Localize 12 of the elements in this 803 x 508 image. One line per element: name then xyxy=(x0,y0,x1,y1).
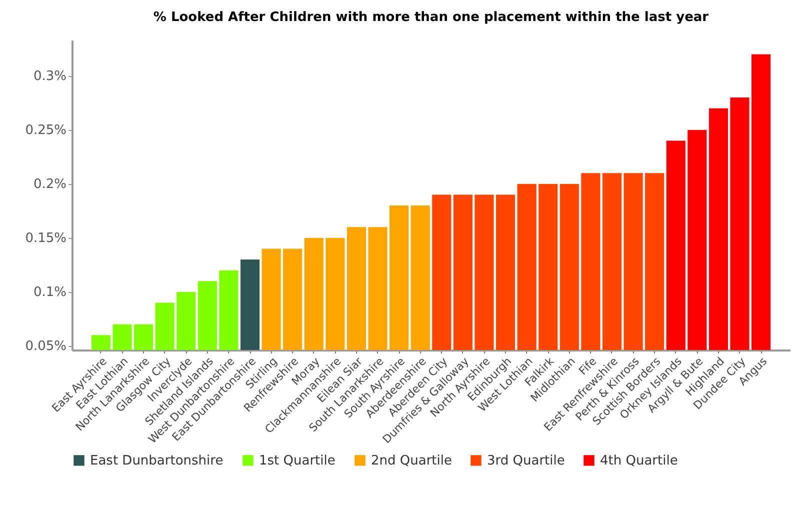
chart-title: % Looked After Children with more than one placement within the last year xyxy=(153,10,710,25)
y-tick-label: 0.3% xyxy=(33,69,66,84)
y-tick-label: 0.05% xyxy=(25,339,66,354)
y-tick-label: 0.1% xyxy=(33,285,66,300)
legend-label: 1st Quartile xyxy=(259,453,336,468)
legend-label: 4th Quartile xyxy=(600,453,678,468)
legend-label: 3rd Quartile xyxy=(487,453,565,468)
y-tick-label: 0.15% xyxy=(25,231,66,246)
legend-label: East Dunbartonshire xyxy=(90,453,224,468)
y-tick-label: 0.25% xyxy=(25,123,66,138)
y-tick-label: 0.2% xyxy=(33,177,66,192)
legend-label: 2nd Quartile xyxy=(371,453,452,468)
